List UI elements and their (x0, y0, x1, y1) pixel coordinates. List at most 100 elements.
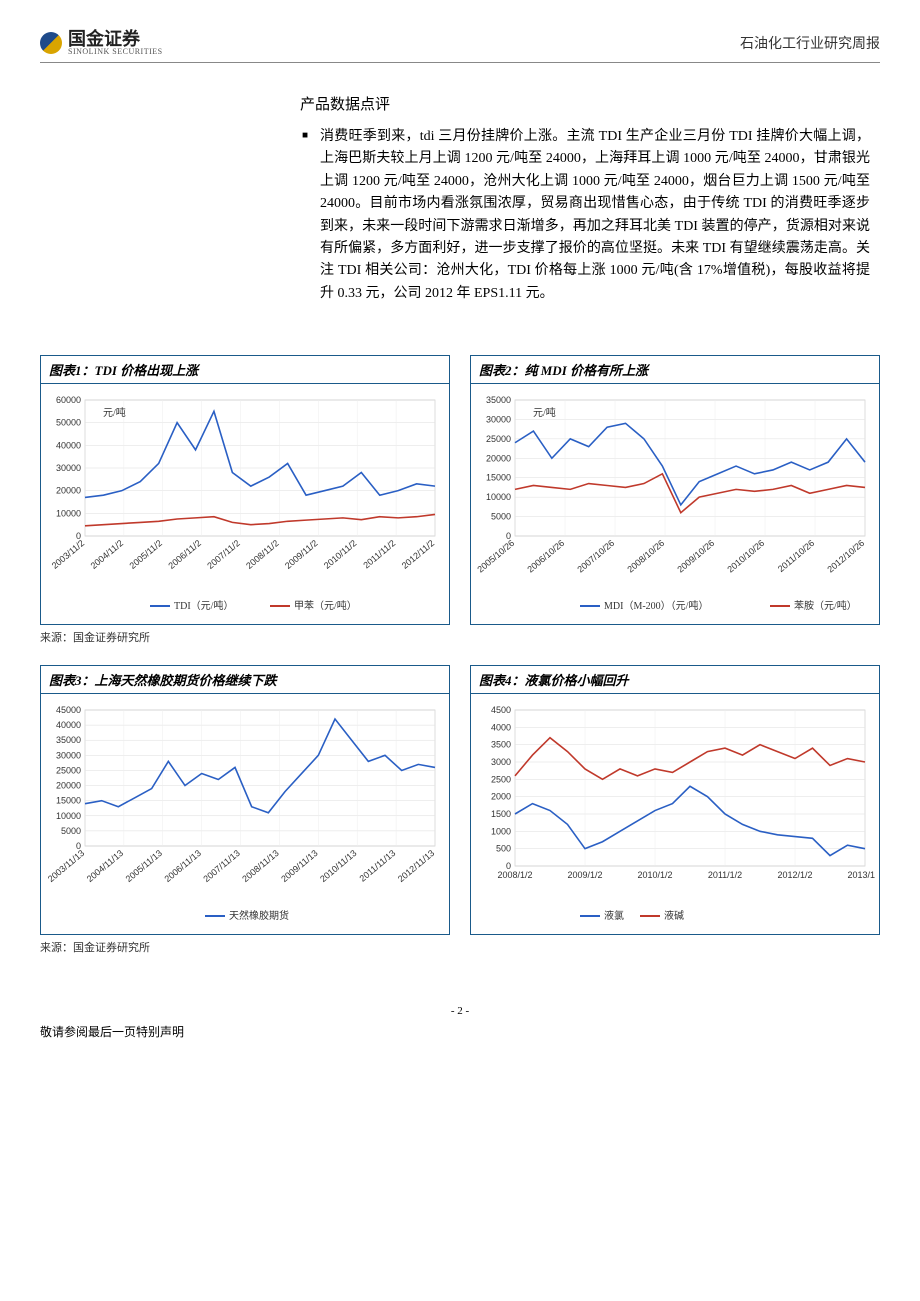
svg-text:5000: 5000 (491, 512, 511, 522)
svg-text:2006/11/2: 2006/11/2 (166, 538, 203, 571)
chart-3-block: 图表3：上海天然橡胶期货价格继续下跌 050001000015000200002… (40, 665, 450, 955)
chart-3-box: 0500010000150002000025000300003500040000… (40, 693, 450, 935)
svg-text:20000: 20000 (56, 781, 81, 791)
svg-text:35000: 35000 (486, 395, 511, 405)
svg-text:25000: 25000 (486, 434, 511, 444)
chart-2-title: 图表2：纯 MDI 价格有所上涨 (470, 355, 880, 383)
svg-text:2010/11/2: 2010/11/2 (322, 538, 359, 571)
svg-text:2011/10/26: 2011/10/26 (776, 538, 816, 574)
svg-text:1500: 1500 (491, 809, 511, 819)
svg-text:液氯: 液氯 (604, 909, 624, 922)
svg-text:2008/1/2: 2008/1/2 (497, 870, 532, 880)
svg-text:30000: 30000 (56, 750, 81, 760)
svg-text:2010/11/13: 2010/11/13 (318, 848, 358, 884)
svg-text:2008/10/26: 2008/10/26 (625, 538, 666, 575)
svg-text:2012/10/26: 2012/10/26 (825, 538, 866, 575)
svg-text:2010/10/26: 2010/10/26 (725, 538, 766, 575)
svg-text:元/吨: 元/吨 (103, 406, 126, 419)
svg-text:2012/11/13: 2012/11/13 (396, 848, 436, 884)
svg-text:10000: 10000 (486, 492, 511, 502)
svg-text:10000: 10000 (56, 508, 81, 518)
svg-text:2007/10/26: 2007/10/26 (575, 538, 616, 575)
svg-text:30000: 30000 (56, 463, 81, 473)
chart-3-title: 图表3：上海天然橡胶期货价格继续下跌 (40, 665, 450, 693)
document-page: 国金证券 SINOLINK SECURITIES 石油化工行业研究周报 产品数据… (0, 0, 920, 1060)
svg-text:2011/1/2: 2011/1/2 (708, 870, 742, 880)
svg-text:2008/11/13: 2008/11/13 (240, 848, 280, 884)
page-header: 国金证券 SINOLINK SECURITIES 石油化工行业研究周报 (40, 30, 880, 63)
logo-chinese-name: 国金证券 (68, 30, 163, 48)
svg-text:2004/11/13: 2004/11/13 (85, 848, 125, 884)
svg-text:20000: 20000 (56, 486, 81, 496)
svg-text:甲苯（元/吨）: 甲苯（元/吨） (294, 599, 357, 612)
chart-1-block: 图表1：TDI 价格出现上涨 0100002000030000400005000… (40, 355, 450, 645)
logo-block: 国金证券 SINOLINK SECURITIES (40, 30, 163, 56)
svg-text:2005/10/26: 2005/10/26 (475, 538, 516, 575)
chart-1-svg: 01000020000300004000050000600002003/11/2… (45, 390, 445, 620)
chart-3-svg: 0500010000150002000025000300003500040000… (45, 700, 445, 930)
svg-text:2011/11/2: 2011/11/2 (361, 538, 397, 571)
svg-text:1000: 1000 (491, 826, 511, 836)
logo-english-name: SINOLINK SECURITIES (68, 48, 163, 56)
svg-text:4500: 4500 (491, 705, 511, 715)
svg-text:2012/1/2: 2012/1/2 (777, 870, 812, 880)
svg-text:元/吨: 元/吨 (533, 406, 556, 419)
body-paragraph: 消费旺季到来，tdi 三月份挂牌价上涨。主流 TDI 生产企业三月份 TDI 挂… (320, 126, 870, 305)
svg-text:4000: 4000 (491, 722, 511, 732)
svg-text:40000: 40000 (56, 720, 81, 730)
svg-text:2009/11/13: 2009/11/13 (279, 848, 319, 884)
svg-text:2003/11/2: 2003/11/2 (50, 538, 87, 571)
chart-1-source: 来源：国金证券研究所 (40, 629, 450, 645)
svg-text:2008/11/2: 2008/11/2 (244, 538, 281, 571)
svg-text:TDI（元/吨）: TDI（元/吨） (174, 599, 233, 612)
chart-4-title: 图表4：液氯价格小幅回升 (470, 665, 880, 693)
svg-text:2000: 2000 (491, 792, 511, 802)
svg-text:25000: 25000 (56, 766, 81, 776)
svg-text:2009/11/2: 2009/11/2 (283, 538, 320, 571)
svg-text:2009/1/2: 2009/1/2 (567, 870, 602, 880)
chart-2-box: 050001000015000200002500030000350002005/… (470, 383, 880, 625)
footer-disclaimer: 敬请参阅最后一页特别声明 (40, 1023, 880, 1040)
svg-text:2500: 2500 (491, 774, 511, 784)
svg-text:液碱: 液碱 (664, 909, 684, 922)
chart-2-svg: 050001000015000200002500030000350002005/… (475, 390, 875, 620)
page-footer: - 2 - 敬请参阅最后一页特别声明 (40, 1005, 880, 1040)
svg-text:3500: 3500 (491, 740, 511, 750)
chart-1-title: 图表1：TDI 价格出现上涨 (40, 355, 450, 383)
svg-text:苯胺（元/吨）: 苯胺（元/吨） (794, 599, 857, 612)
svg-text:2013/1/2: 2013/1/2 (847, 870, 875, 880)
svg-text:2010/1/2: 2010/1/2 (637, 870, 672, 880)
charts-grid: 图表1：TDI 价格出现上涨 0100002000030000400005000… (40, 355, 880, 955)
chart-1-box: 01000020000300004000050000600002003/11/2… (40, 383, 450, 625)
svg-text:35000: 35000 (56, 735, 81, 745)
svg-text:天然橡胶期货: 天然橡胶期货 (229, 909, 289, 922)
svg-text:10000: 10000 (56, 811, 81, 821)
page-number: - 2 - (40, 1005, 880, 1017)
company-logo-icon (40, 32, 62, 54)
svg-text:2012/11/2: 2012/11/2 (400, 538, 437, 571)
svg-text:2007/11/2: 2007/11/2 (205, 538, 242, 571)
svg-text:3000: 3000 (491, 757, 511, 767)
svg-text:50000: 50000 (56, 418, 81, 428)
svg-text:2007/11/13: 2007/11/13 (201, 848, 241, 884)
report-title: 石油化工行业研究周报 (740, 33, 880, 53)
svg-text:30000: 30000 (486, 415, 511, 425)
svg-text:15000: 15000 (56, 796, 81, 806)
svg-text:2003/11/13: 2003/11/13 (46, 848, 86, 884)
chart-3-source: 来源：国金证券研究所 (40, 939, 450, 955)
svg-text:20000: 20000 (486, 453, 511, 463)
svg-text:40000: 40000 (56, 440, 81, 450)
svg-text:2005/11/2: 2005/11/2 (127, 538, 164, 571)
svg-text:45000: 45000 (56, 705, 81, 715)
chart-4-svg: 0500100015002000250030003500400045002008… (475, 700, 875, 930)
chart-4-box: 0500100015002000250030003500400045002008… (470, 693, 880, 935)
chart-2-block: 图表2：纯 MDI 价格有所上涨 05000100001500020000250… (470, 355, 880, 645)
svg-text:2009/10/26: 2009/10/26 (675, 538, 716, 575)
chart-4-block: 图表4：液氯价格小幅回升 050010001500200025003000350… (470, 665, 880, 955)
svg-text:15000: 15000 (486, 473, 511, 483)
svg-text:5000: 5000 (61, 826, 81, 836)
svg-text:2006/10/26: 2006/10/26 (525, 538, 566, 575)
svg-text:60000: 60000 (56, 395, 81, 405)
svg-text:2005/11/13: 2005/11/13 (124, 848, 164, 884)
section-title: 产品数据点评 (300, 93, 880, 114)
